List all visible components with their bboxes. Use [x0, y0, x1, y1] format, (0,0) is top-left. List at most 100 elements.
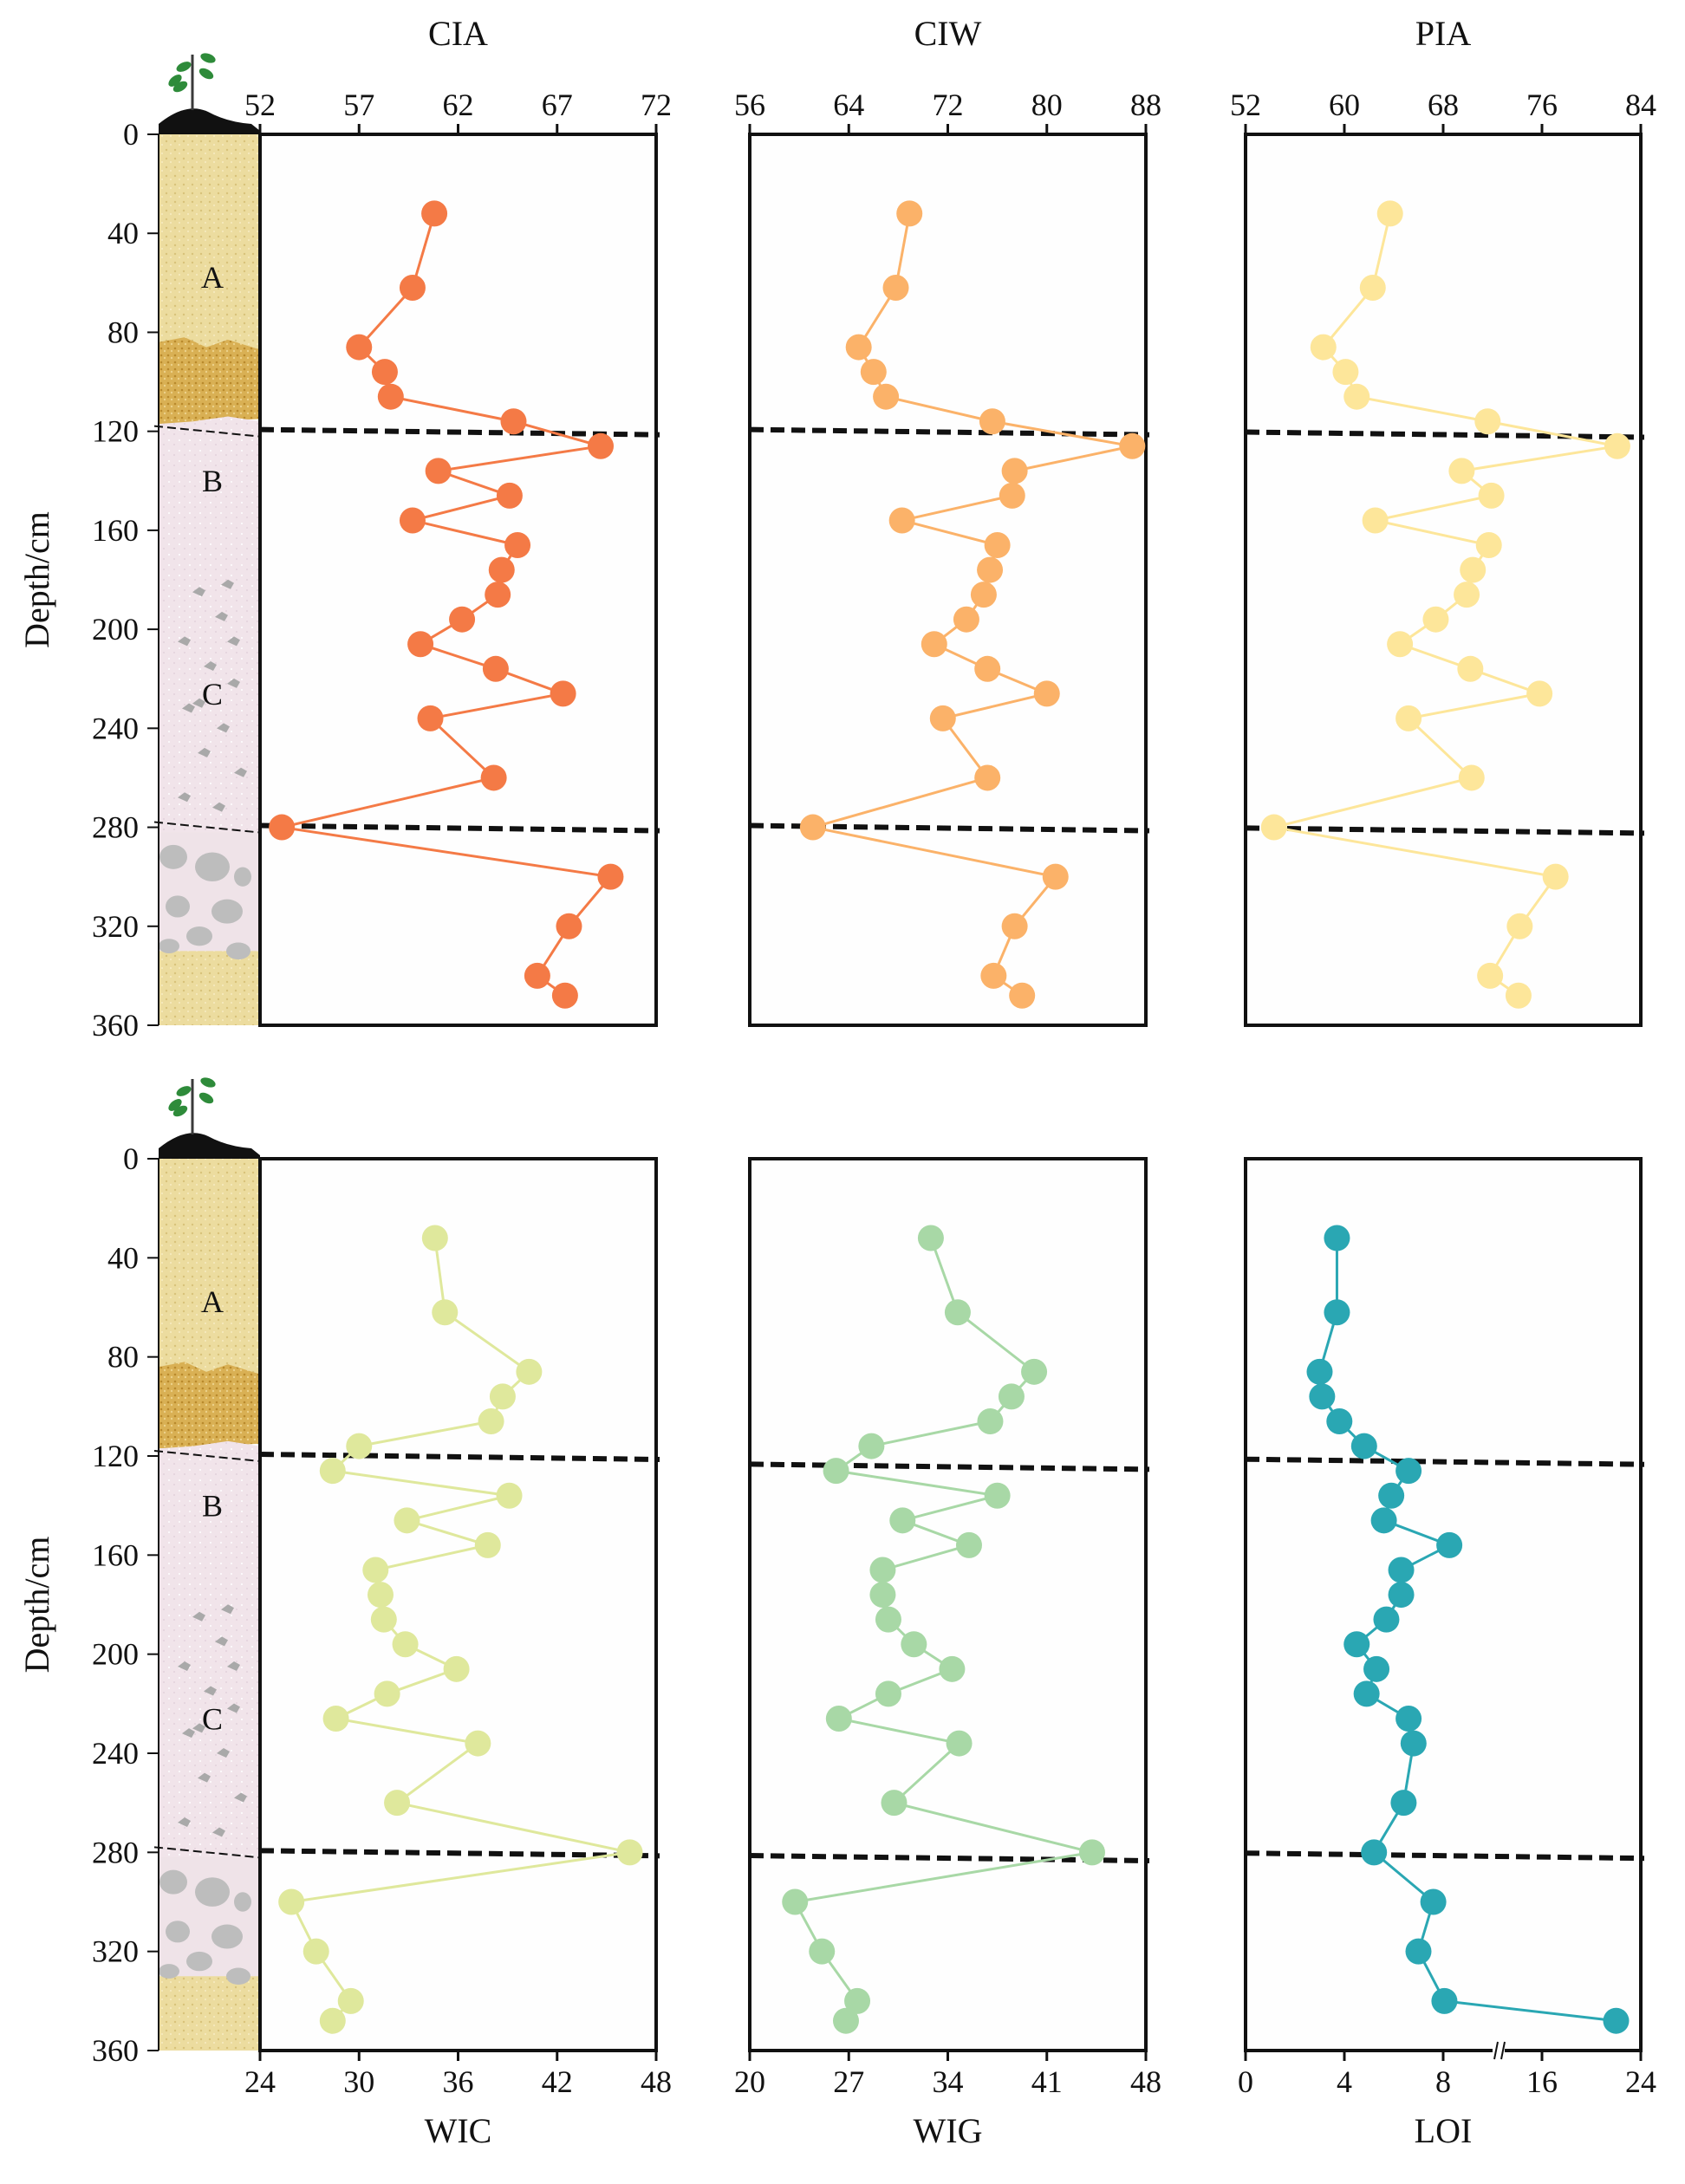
- data-point: [516, 1358, 543, 1385]
- data-point: [425, 458, 452, 484]
- surface-mound-icon: [159, 108, 260, 134]
- horizon-label: B: [202, 464, 223, 498]
- data-point: [858, 1433, 885, 1459]
- data-point: [946, 1730, 973, 1757]
- data-point: [1436, 1531, 1463, 1558]
- depth-tick-label: 280: [92, 1835, 139, 1869]
- gravel-icon: [204, 660, 217, 671]
- gravel-icon: [227, 1661, 240, 1671]
- data-point: [1603, 2007, 1630, 2034]
- x-tick-label: 72: [641, 88, 672, 122]
- depth-tick-label: 320: [92, 1934, 139, 1969]
- plot-frame: [258, 1157, 658, 2052]
- depth-axis-label: Depth/cm: [17, 1537, 56, 1674]
- x-tick-label: 0: [1238, 2064, 1253, 2099]
- data-point: [873, 383, 900, 410]
- data-point: [1260, 814, 1287, 841]
- panel-ciw: 56 64 72 80 88 CIW: [734, 14, 1161, 1027]
- data-point: [1376, 200, 1403, 227]
- data-point: [974, 655, 1001, 682]
- plot-frame: [1244, 133, 1643, 1027]
- depth-tick-label: 0: [123, 117, 139, 152]
- data-point: [1324, 1225, 1350, 1251]
- data-point: [875, 1606, 901, 1633]
- horizon-label: A: [201, 260, 224, 295]
- data-point: [1326, 1407, 1353, 1434]
- data-point: [1420, 1888, 1447, 1915]
- data-point: [551, 982, 578, 1009]
- data-point: [921, 631, 947, 658]
- horizon-a-lower-fill: [159, 1362, 260, 1449]
- data-point: [860, 359, 887, 386]
- x-tick-label: 68: [1428, 88, 1459, 122]
- data-point: [1395, 705, 1422, 731]
- data-point: [939, 1655, 966, 1682]
- gravel-icon: [227, 1703, 240, 1713]
- x-tick-label: 30: [343, 2064, 374, 2099]
- x-tick-label: 27: [833, 2064, 864, 2099]
- x-tick-label: 52: [244, 88, 276, 122]
- data-point: [303, 1938, 329, 1965]
- stone-icon: [159, 1964, 179, 1979]
- data-point: [417, 705, 444, 731]
- stone-icon: [186, 926, 212, 946]
- data-point: [432, 1299, 459, 1326]
- data-point: [1332, 359, 1359, 386]
- horizon-boundary-line: [1245, 429, 1645, 440]
- gravel-icon: [192, 1723, 205, 1733]
- data-point: [917, 1225, 944, 1251]
- data-point: [480, 764, 507, 791]
- data-point: [394, 1507, 420, 1534]
- horizon-boundary-line: [259, 822, 660, 834]
- axis-title: LOI: [1415, 2111, 1473, 2150]
- depth-axis-label: Depth/cm: [17, 511, 56, 648]
- data-point: [1363, 1655, 1390, 1682]
- data-point: [953, 606, 979, 633]
- data-point: [1431, 1987, 1458, 2014]
- data-point: [970, 582, 997, 608]
- depth-tick-label: 200: [92, 612, 139, 647]
- data-point: [1359, 275, 1386, 302]
- data-point: [901, 1631, 927, 1658]
- x-tick-label: 48: [641, 2064, 672, 2099]
- data-point: [1078, 1839, 1105, 1866]
- data-point: [1388, 1582, 1415, 1609]
- gravel-icon: [182, 703, 195, 713]
- data-point: [407, 631, 434, 658]
- depth-tick-label: 200: [92, 1637, 139, 1672]
- data-point: [346, 334, 373, 361]
- gravel-icon: [178, 636, 191, 647]
- data-point: [896, 200, 923, 227]
- depth-tick-label: 80: [107, 315, 139, 349]
- horizon-b-fill: [159, 1440, 260, 1977]
- data-point: [1474, 408, 1501, 435]
- horizon-boundary-line: [749, 426, 1150, 438]
- data-point: [443, 1655, 470, 1682]
- data-point: [1378, 1482, 1405, 1509]
- data-point: [888, 507, 915, 534]
- plant-leaf-icon: [176, 1086, 192, 1096]
- x-tick-label: 80: [1031, 88, 1063, 122]
- x-tick-label: 56: [734, 88, 765, 122]
- data-point: [980, 962, 1007, 989]
- data-point: [588, 432, 615, 459]
- axis-break-mark: [1493, 2041, 1499, 2060]
- data-point: [974, 764, 1001, 791]
- x-tick-label: 24: [244, 2064, 276, 2099]
- data-point: [889, 1507, 916, 1534]
- gravel-icon: [217, 1748, 230, 1758]
- data-point: [1405, 1938, 1432, 1965]
- depth-tick-label: 240: [92, 1736, 139, 1771]
- data-point: [984, 1482, 1011, 1509]
- data-point: [488, 556, 515, 583]
- depth-tick-label: 240: [92, 711, 139, 745]
- data-point: [1478, 482, 1505, 509]
- gravel-icon: [192, 698, 205, 708]
- gravel-icon: [212, 1827, 225, 1837]
- x-tick-label: 72: [933, 88, 964, 122]
- soil-boundary-line: [153, 821, 261, 834]
- data-point: [881, 1790, 908, 1817]
- data-point: [384, 1790, 411, 1817]
- data-point: [322, 1705, 349, 1732]
- data-point: [346, 1433, 373, 1459]
